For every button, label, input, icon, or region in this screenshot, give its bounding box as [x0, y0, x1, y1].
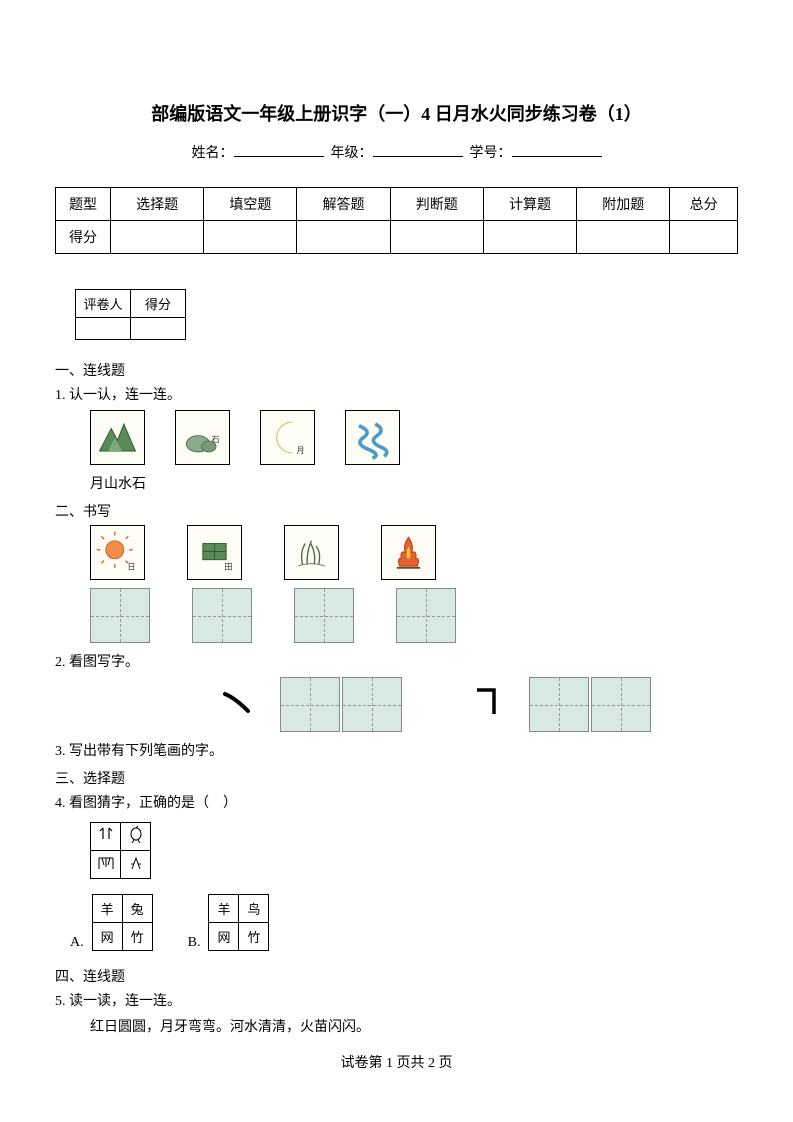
- char-grid-box[interactable]: [529, 677, 589, 732]
- id-label: 学号：: [470, 146, 512, 161]
- score-cell[interactable]: [390, 221, 483, 254]
- field-icon: 田: [187, 525, 242, 580]
- score-cell[interactable]: [204, 221, 297, 254]
- score-cell[interactable]: [297, 221, 390, 254]
- char-pair: [529, 677, 653, 732]
- char-cell: 兔: [122, 895, 152, 923]
- stroke-row: [90, 677, 738, 732]
- grade-blank[interactable]: [373, 141, 463, 157]
- grade-label: 年级：: [331, 146, 373, 161]
- pictogram-cell: [121, 823, 151, 851]
- grader-cell[interactable]: [76, 318, 131, 340]
- score-table: 题型 选择题 填空题 解答题 判断题 计算题 附加题 总分 得分: [55, 187, 738, 254]
- page-footer: 试卷第 1 页共 2 页: [0, 1052, 793, 1072]
- section-heading: 一、连线题: [55, 360, 738, 380]
- header-cell: 填空题: [204, 188, 297, 221]
- svg-text:月: 月: [297, 446, 305, 455]
- pictogram-cell: [91, 851, 121, 879]
- table-row: 得分: [56, 221, 738, 254]
- option-a[interactable]: A. 羊兔 网竹: [70, 894, 153, 951]
- image-row: 日 田: [90, 525, 738, 580]
- char-cell: 网: [209, 923, 239, 951]
- section-heading: 二、书写: [55, 501, 738, 521]
- score-label-cell: 得分: [56, 221, 111, 254]
- table-row: 评卷人 得分: [76, 290, 186, 318]
- svg-text:田: 田: [224, 563, 232, 572]
- grass-icon: [284, 525, 339, 580]
- section-heading: 四、连线题: [55, 966, 738, 986]
- section-heading: 三、选择题: [55, 768, 738, 788]
- score-label: 得分: [131, 290, 186, 318]
- question-text: 2. 看图写字。: [55, 651, 738, 671]
- score-cell[interactable]: [577, 221, 670, 254]
- pictogram-cell: [121, 851, 151, 879]
- char-grid-box[interactable]: [192, 588, 252, 643]
- char-pair: [280, 677, 404, 732]
- table-row: [76, 318, 186, 340]
- sun-icon: 日: [90, 525, 145, 580]
- stroke-mark-icon: [210, 686, 265, 723]
- option-b-grid: 羊鸟 网竹: [208, 894, 269, 951]
- grader-label: 评卷人: [76, 290, 131, 318]
- header-cell: 计算题: [483, 188, 576, 221]
- svg-text:日: 日: [127, 563, 135, 572]
- char-grid-box[interactable]: [342, 677, 402, 732]
- id-blank[interactable]: [512, 141, 602, 157]
- char-cell: 竹: [122, 923, 152, 951]
- char-cell: 羊: [92, 895, 122, 923]
- question-text: 3. 写出带有下列笔画的字。: [55, 740, 738, 760]
- page-title: 部编版语文一年级上册识字（一）4 日月水火同步练习卷（1）: [55, 100, 738, 126]
- header-cell: 题型: [56, 188, 111, 221]
- char-cell: 羊: [209, 895, 239, 923]
- name-blank[interactable]: [234, 141, 324, 157]
- option-a-grid: 羊兔 网竹: [92, 894, 153, 951]
- image-row: 石 月: [90, 410, 738, 465]
- char-grid-box[interactable]: [591, 677, 651, 732]
- char-grid-box[interactable]: [294, 588, 354, 643]
- pictogram-cell: [91, 823, 121, 851]
- score-cell[interactable]: [131, 318, 186, 340]
- header-cell: 选择题: [111, 188, 204, 221]
- char-cell: 鸟: [239, 895, 269, 923]
- options-row: A. 羊兔 网竹 B. 羊鸟 网竹: [70, 894, 738, 951]
- river-icon: [345, 410, 400, 465]
- grader-table: 评卷人 得分: [75, 289, 186, 340]
- score-cell[interactable]: [111, 221, 204, 254]
- score-cell[interactable]: [670, 221, 738, 254]
- score-cell[interactable]: [483, 221, 576, 254]
- question-subtext: 红日圆圆，月牙弯弯。河水清清，火苗闪闪。: [90, 1016, 738, 1036]
- option-label: A.: [70, 935, 84, 951]
- char-grid-box[interactable]: [396, 588, 456, 643]
- char-cell: 竹: [239, 923, 269, 951]
- header-cell: 解答题: [297, 188, 390, 221]
- question-text: 5. 读一读，连一连。: [55, 990, 738, 1010]
- stroke-mark-icon: [459, 684, 514, 726]
- option-label: B.: [188, 935, 201, 951]
- header-cell: 总分: [670, 188, 738, 221]
- pictogram-grid: [90, 822, 151, 879]
- char-cell: 网: [92, 923, 122, 951]
- name-label: 姓名：: [192, 146, 234, 161]
- student-info-line: 姓名： 年级： 学号：: [55, 141, 738, 162]
- fire-icon: [381, 525, 436, 580]
- svg-text:石: 石: [212, 435, 220, 444]
- header-cell: 判断题: [390, 188, 483, 221]
- char-grid-box[interactable]: [90, 588, 150, 643]
- option-b[interactable]: B. 羊鸟 网竹: [188, 894, 270, 951]
- char-list: 月山水石: [90, 473, 738, 493]
- rock-icon: 石: [175, 410, 230, 465]
- table-row: 题型 选择题 填空题 解答题 判断题 计算题 附加题 总分: [56, 188, 738, 221]
- mountain-icon: [90, 410, 145, 465]
- question-text: 4. 看图猜字，正确的是（ ）: [55, 792, 738, 812]
- moon-icon: 月: [260, 410, 315, 465]
- char-grid-row: [90, 588, 738, 643]
- question-text: 1. 认一认，连一连。: [55, 384, 738, 404]
- header-cell: 附加题: [577, 188, 670, 221]
- char-grid-box[interactable]: [280, 677, 340, 732]
